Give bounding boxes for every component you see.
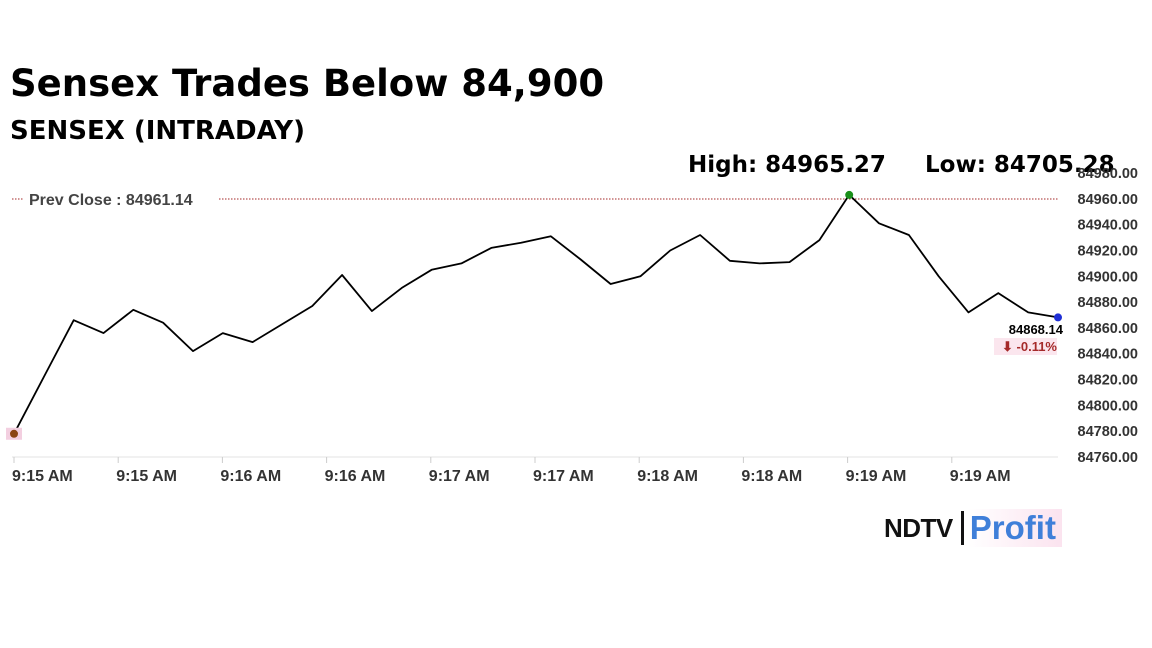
- x-tick-label: 9:19 AM: [846, 468, 907, 485]
- high-marker: [845, 190, 854, 199]
- y-tick-label: 84800.00: [1078, 398, 1138, 414]
- y-tick-label: 84780.00: [1078, 424, 1138, 440]
- logo-product: Profit: [967, 509, 1062, 547]
- y-tick-label: 84900.00: [1078, 269, 1138, 285]
- high-value: High: 84965.27: [688, 152, 886, 178]
- markers: [6, 190, 1062, 440]
- x-tick-label: 9:16 AM: [325, 468, 386, 485]
- prev-close-label: Prev Close : 84961.14: [29, 192, 193, 209]
- chart-subtitle: SENSEX (INTRADAY): [10, 116, 305, 146]
- y-tick-label: 84820.00: [1078, 373, 1138, 389]
- y-tick-label: 84960.00: [1078, 192, 1138, 208]
- y-tick-label: 84940.00: [1078, 218, 1138, 234]
- x-tick-label: 9:17 AM: [533, 468, 594, 485]
- y-tick-label: 84920.00: [1078, 244, 1138, 260]
- x-tick-label: 9:16 AM: [220, 468, 281, 485]
- x-tick-label: 9:18 AM: [637, 468, 698, 485]
- prev-close-label-bg: [24, 189, 218, 209]
- change-badge-bg: [994, 338, 1057, 355]
- y-tick-label: 84860.00: [1078, 321, 1138, 337]
- y-tick-label: 84880.00: [1078, 295, 1138, 311]
- low-value: Low: 84705.28: [925, 152, 1115, 178]
- headline: Sensex Trades Below 84,900: [10, 62, 605, 105]
- last-marker: [1054, 313, 1062, 322]
- x-tick-label: 9:15 AM: [116, 468, 177, 485]
- y-tick-label: 84760.00: [1078, 450, 1138, 466]
- y-tick-label: 84840.00: [1078, 347, 1138, 363]
- y-axis: 84760.00 84780.00 84800.00 84820.00 84840.00…: [13, 166, 1138, 466]
- logo-brand: NDTV: [884, 512, 953, 543]
- x-tick-label: 9:18 AM: [741, 468, 802, 485]
- x-tick-label: 9:17 AM: [429, 468, 490, 485]
- x-axis: 9:15 AM 9:15 AM 9:16 AM 9:16 AM 9:17 AM 9:17 …: [12, 468, 1011, 485]
- logo-divider: [960, 511, 964, 545]
- x-tick-label: 9:15 AM: [12, 468, 73, 485]
- change-percent: ⬇ -0.11%: [1002, 339, 1057, 354]
- start-marker: [10, 429, 18, 438]
- ndtv-profit-logo: NDTV Profit: [884, 508, 1062, 548]
- y-tick-label: 84980.00: [1078, 166, 1138, 182]
- last-value-label: 84868.14: [1009, 322, 1064, 337]
- price-line: [13, 194, 1059, 435]
- x-tick-label: 9:19 AM: [950, 468, 1011, 485]
